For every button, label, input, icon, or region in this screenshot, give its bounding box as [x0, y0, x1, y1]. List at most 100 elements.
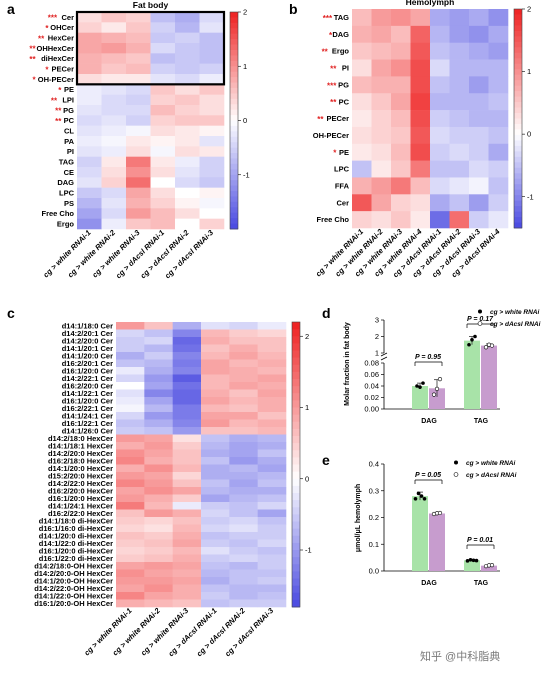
heatmap-cell	[391, 160, 411, 178]
colorbar-tick-label: 1	[305, 403, 309, 412]
colorbar-segment	[514, 91, 522, 98]
heatmap-cell	[144, 524, 173, 533]
row-label: d14:1/20:1 Cer	[62, 344, 113, 353]
heatmap-cell	[391, 110, 411, 128]
heatmap-cell	[352, 9, 372, 27]
heatmap-cell	[77, 74, 102, 85]
heatmap-cell	[201, 412, 230, 420]
heatmap-cell	[126, 105, 151, 116]
colorbar-segment	[230, 136, 238, 143]
colorbar-segment	[292, 443, 300, 451]
heatmap-cell	[172, 532, 202, 540]
heatmap-cell	[175, 156, 200, 168]
bar	[481, 565, 497, 571]
heatmap-cell	[101, 115, 127, 126]
heatmap-cell	[116, 517, 145, 525]
heatmap-cell	[488, 9, 509, 27]
colorbar-segment	[514, 173, 522, 180]
colorbar-segment	[292, 329, 300, 337]
heatmap-cell	[77, 146, 102, 157]
heatmap-cell	[116, 442, 145, 450]
heatmap-cell	[199, 146, 225, 157]
colorbar-segment	[514, 74, 522, 81]
heatmap-cell	[172, 404, 202, 413]
colorbar-segment	[292, 371, 300, 380]
row-label: d15:2/20:0 HexCer	[48, 471, 113, 480]
heatmap-cell	[116, 434, 145, 443]
colorbar-segment	[292, 364, 300, 373]
heatmap-cell	[229, 382, 258, 390]
heatmap-cell	[488, 110, 509, 128]
colorbar-segment	[292, 500, 300, 508]
heatmap-cell	[175, 32, 200, 44]
colorbar-segment	[230, 22, 238, 29]
legend-marker	[478, 309, 482, 314]
heatmap-cell	[371, 126, 392, 145]
heatmap-title: Fat body	[133, 0, 169, 10]
colorbar-segment	[230, 153, 238, 159]
colorbar-segment	[230, 66, 238, 73]
row-label: PECer	[51, 64, 74, 73]
colorbar-segment	[514, 217, 522, 223]
row-label: PG	[338, 80, 349, 89]
heatmap-cell	[199, 198, 225, 209]
heatmap-cell	[449, 93, 470, 111]
colorbar-segment	[292, 485, 300, 494]
heatmap-cell	[201, 382, 230, 390]
heatmap-cell	[199, 53, 225, 64]
heatmap-cell	[144, 584, 173, 593]
colorbar-segment	[292, 542, 300, 551]
heatmap-cell	[257, 502, 287, 510]
heatmap-cell	[201, 374, 230, 383]
colorbar-segment	[292, 592, 300, 601]
colorbar-segment	[514, 52, 522, 59]
significance-stars: *	[333, 149, 337, 158]
heatmap-cell	[172, 419, 202, 428]
heatmap-cell	[77, 63, 102, 75]
heatmap-cell	[201, 344, 230, 353]
heatmap-cell	[469, 59, 489, 77]
colorbar-segment	[514, 123, 522, 130]
heatmap-cell	[144, 509, 173, 518]
heatmap-cell	[77, 198, 102, 209]
y-tick-label: 0.04	[364, 382, 379, 391]
heatmap-cell	[150, 156, 176, 168]
bar	[464, 340, 480, 409]
heatmap-cell	[116, 359, 145, 368]
heatmap-cell	[201, 457, 230, 465]
row-label: d14:2/20:0 Cer	[62, 336, 113, 345]
heatmap-cell	[116, 404, 145, 413]
row-label: d16:1/20:0 Cer	[62, 366, 113, 375]
heatmap-cell	[116, 599, 145, 608]
heatmap-cell	[150, 22, 176, 33]
row-label: PS	[64, 199, 74, 208]
heatmap-cell	[175, 136, 200, 147]
heatmap-cell	[116, 502, 145, 510]
heatmap-cell	[352, 42, 372, 60]
heatmap-cell	[371, 160, 392, 178]
category-label: DAG	[421, 418, 437, 425]
heatmap-cell	[101, 94, 127, 106]
heatmap-cell	[101, 32, 127, 44]
heatmap-cell	[77, 43, 102, 54]
heatmap-cell	[391, 76, 411, 94]
row-label: d14:1/20:0-OH HexCer	[34, 576, 113, 585]
row-label: LPI	[62, 95, 74, 104]
heatmap-cell	[201, 442, 230, 450]
heatmap-cell	[229, 337, 258, 345]
heatmap-cell	[201, 494, 230, 503]
heatmap-cell	[391, 194, 411, 212]
row-label: DAG	[57, 178, 74, 187]
colorbar-segment	[230, 125, 238, 132]
heatmap-cell	[469, 177, 489, 195]
heatmap-cell	[410, 211, 431, 229]
heatmap-cell	[116, 569, 145, 578]
heatmap-cell	[172, 352, 202, 360]
data-point	[413, 496, 418, 501]
heatmap-cell	[77, 177, 102, 188]
heatmap-cell	[172, 539, 202, 548]
heatmap-cell	[199, 218, 225, 230]
heatmap-cell	[116, 532, 145, 540]
heatmap-cell	[469, 25, 489, 43]
heatmap-cell	[229, 434, 258, 443]
